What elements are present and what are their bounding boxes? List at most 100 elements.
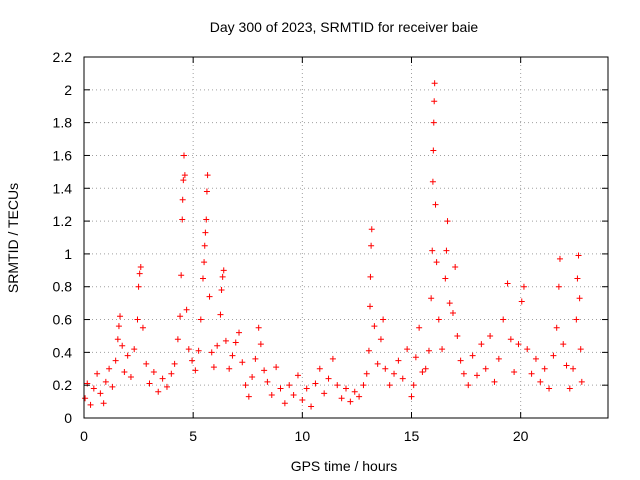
data-point — [408, 393, 415, 400]
grid — [84, 57, 608, 418]
data-point — [469, 352, 476, 359]
data-point — [524, 346, 531, 353]
data-point — [391, 370, 398, 377]
data-point — [201, 242, 208, 249]
data-point — [203, 216, 210, 223]
data-point — [171, 360, 178, 367]
data-point — [218, 287, 225, 294]
data-point — [183, 306, 190, 313]
data-point — [261, 367, 268, 374]
data-point — [429, 247, 436, 254]
data-point — [308, 403, 315, 410]
y-tick-label: 2.2 — [53, 49, 73, 65]
y-tick-label: 0.2 — [53, 377, 73, 393]
data-point — [316, 365, 323, 372]
x-tick-label: 10 — [295, 428, 311, 444]
data-point — [121, 369, 128, 376]
data-point — [367, 273, 374, 280]
x-tick-label: 15 — [404, 428, 420, 444]
data-point — [460, 370, 467, 377]
data-point — [178, 272, 185, 279]
data-point — [174, 336, 181, 343]
data-point — [367, 303, 374, 310]
data-point — [432, 201, 439, 208]
data-point — [500, 316, 507, 323]
data-point — [556, 255, 563, 262]
data-point — [429, 178, 436, 185]
data-point — [226, 365, 233, 372]
data-point — [546, 385, 553, 392]
data-point — [435, 316, 442, 323]
data-point — [395, 357, 402, 364]
y-tick-label: 1.2 — [53, 213, 73, 229]
y-tick-label: 0.8 — [53, 279, 73, 295]
data-point — [222, 337, 229, 344]
data-point — [112, 357, 119, 364]
data-point — [177, 313, 184, 320]
data-point — [236, 329, 243, 336]
data-point — [195, 347, 202, 354]
data-point — [294, 372, 301, 379]
y-tick-label: 1.8 — [53, 115, 73, 131]
y-tick-label: 0 — [64, 410, 72, 426]
data-point — [180, 177, 187, 184]
data-point — [430, 119, 437, 126]
y-tick-label: 0.6 — [53, 312, 73, 328]
data-point — [374, 360, 381, 367]
data-point — [252, 355, 259, 362]
data-point — [465, 382, 472, 389]
data-point — [185, 346, 192, 353]
y-tick-label: 1 — [64, 246, 72, 262]
data-point — [553, 324, 560, 331]
data-point — [363, 370, 370, 377]
data-point — [555, 283, 562, 290]
data-point — [541, 365, 548, 372]
data-point — [334, 382, 341, 389]
y-tick-label: 1.6 — [53, 147, 73, 163]
data-point — [454, 332, 461, 339]
data-point — [550, 352, 557, 359]
data-point — [90, 385, 97, 392]
data-point — [356, 393, 363, 400]
data-point — [102, 378, 109, 385]
data-point — [239, 359, 246, 366]
data-point — [443, 247, 450, 254]
data-point — [507, 336, 514, 343]
data-point — [449, 309, 456, 316]
data-point — [457, 357, 464, 364]
data-point — [106, 365, 113, 372]
data-point — [511, 369, 518, 376]
data-point — [312, 380, 319, 387]
data-point — [452, 264, 459, 271]
data-point — [204, 172, 211, 179]
data-point — [578, 378, 585, 385]
x-tick-label: 20 — [513, 428, 529, 444]
data-point — [303, 385, 310, 392]
y-tick-label: 1.4 — [53, 180, 73, 196]
data-point — [321, 390, 328, 397]
data-point — [566, 385, 573, 392]
data-point — [386, 382, 393, 389]
axis-ticks: 0 0.2 0.4 0.6 0.8 1 1.2 1.4 1.6 1.8 2 2.2 0 5 10 15 20 — [53, 49, 608, 444]
data-point — [192, 367, 199, 374]
data-point — [206, 293, 213, 300]
data-point — [416, 324, 423, 331]
data-point — [94, 370, 101, 377]
data-point — [442, 275, 449, 282]
data-point — [100, 400, 107, 407]
data-series — [82, 80, 585, 410]
data-point — [199, 275, 206, 282]
data-point — [264, 378, 271, 385]
data-point — [124, 352, 131, 359]
data-point — [299, 396, 306, 403]
data-point — [329, 355, 336, 362]
data-point — [537, 378, 544, 385]
data-point — [365, 347, 372, 354]
data-point — [343, 385, 349, 392]
data-point — [290, 392, 297, 399]
data-point — [428, 295, 435, 302]
data-point — [179, 216, 186, 223]
data-point — [232, 339, 239, 346]
data-point — [136, 270, 143, 277]
x-tick-label: 5 — [189, 428, 197, 444]
